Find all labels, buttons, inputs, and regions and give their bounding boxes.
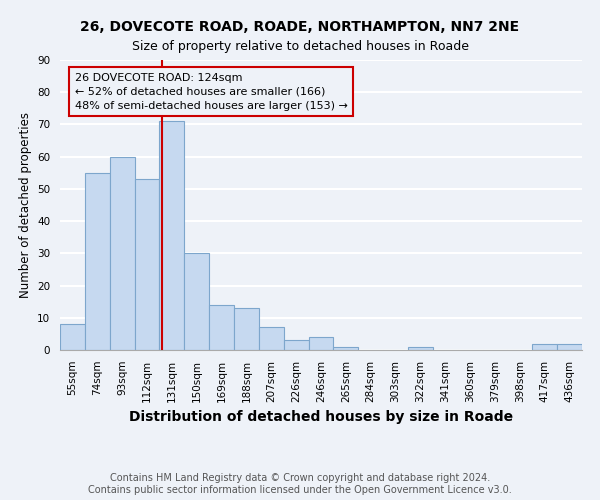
Y-axis label: Number of detached properties: Number of detached properties (19, 112, 32, 298)
Bar (308, 337, 334, 350)
Text: Size of property relative to detached houses in Roade: Size of property relative to detached ho… (131, 40, 469, 53)
Text: 26 DOVECOTE ROAD: 124sqm
← 52% of detached houses are smaller (166)
48% of semi-: 26 DOVECOTE ROAD: 124sqm ← 52% of detach… (75, 73, 348, 111)
Bar (134, 179, 160, 350)
Bar (184, 254, 209, 350)
Bar (408, 347, 433, 350)
Bar (60, 324, 85, 350)
Bar (85, 173, 110, 350)
Bar (557, 344, 582, 350)
Bar (209, 305, 234, 350)
Bar (259, 328, 284, 350)
Bar (110, 156, 134, 350)
Text: 26, DOVECOTE ROAD, ROADE, NORTHAMPTON, NN7 2NE: 26, DOVECOTE ROAD, ROADE, NORTHAMPTON, N… (80, 20, 520, 34)
X-axis label: Distribution of detached houses by size in Roade: Distribution of detached houses by size … (129, 410, 513, 424)
Bar (334, 347, 358, 350)
Bar (284, 340, 308, 350)
Bar (532, 344, 557, 350)
Bar (160, 121, 184, 350)
Bar (234, 308, 259, 350)
Text: Contains HM Land Registry data © Crown copyright and database right 2024.
Contai: Contains HM Land Registry data © Crown c… (88, 474, 512, 495)
